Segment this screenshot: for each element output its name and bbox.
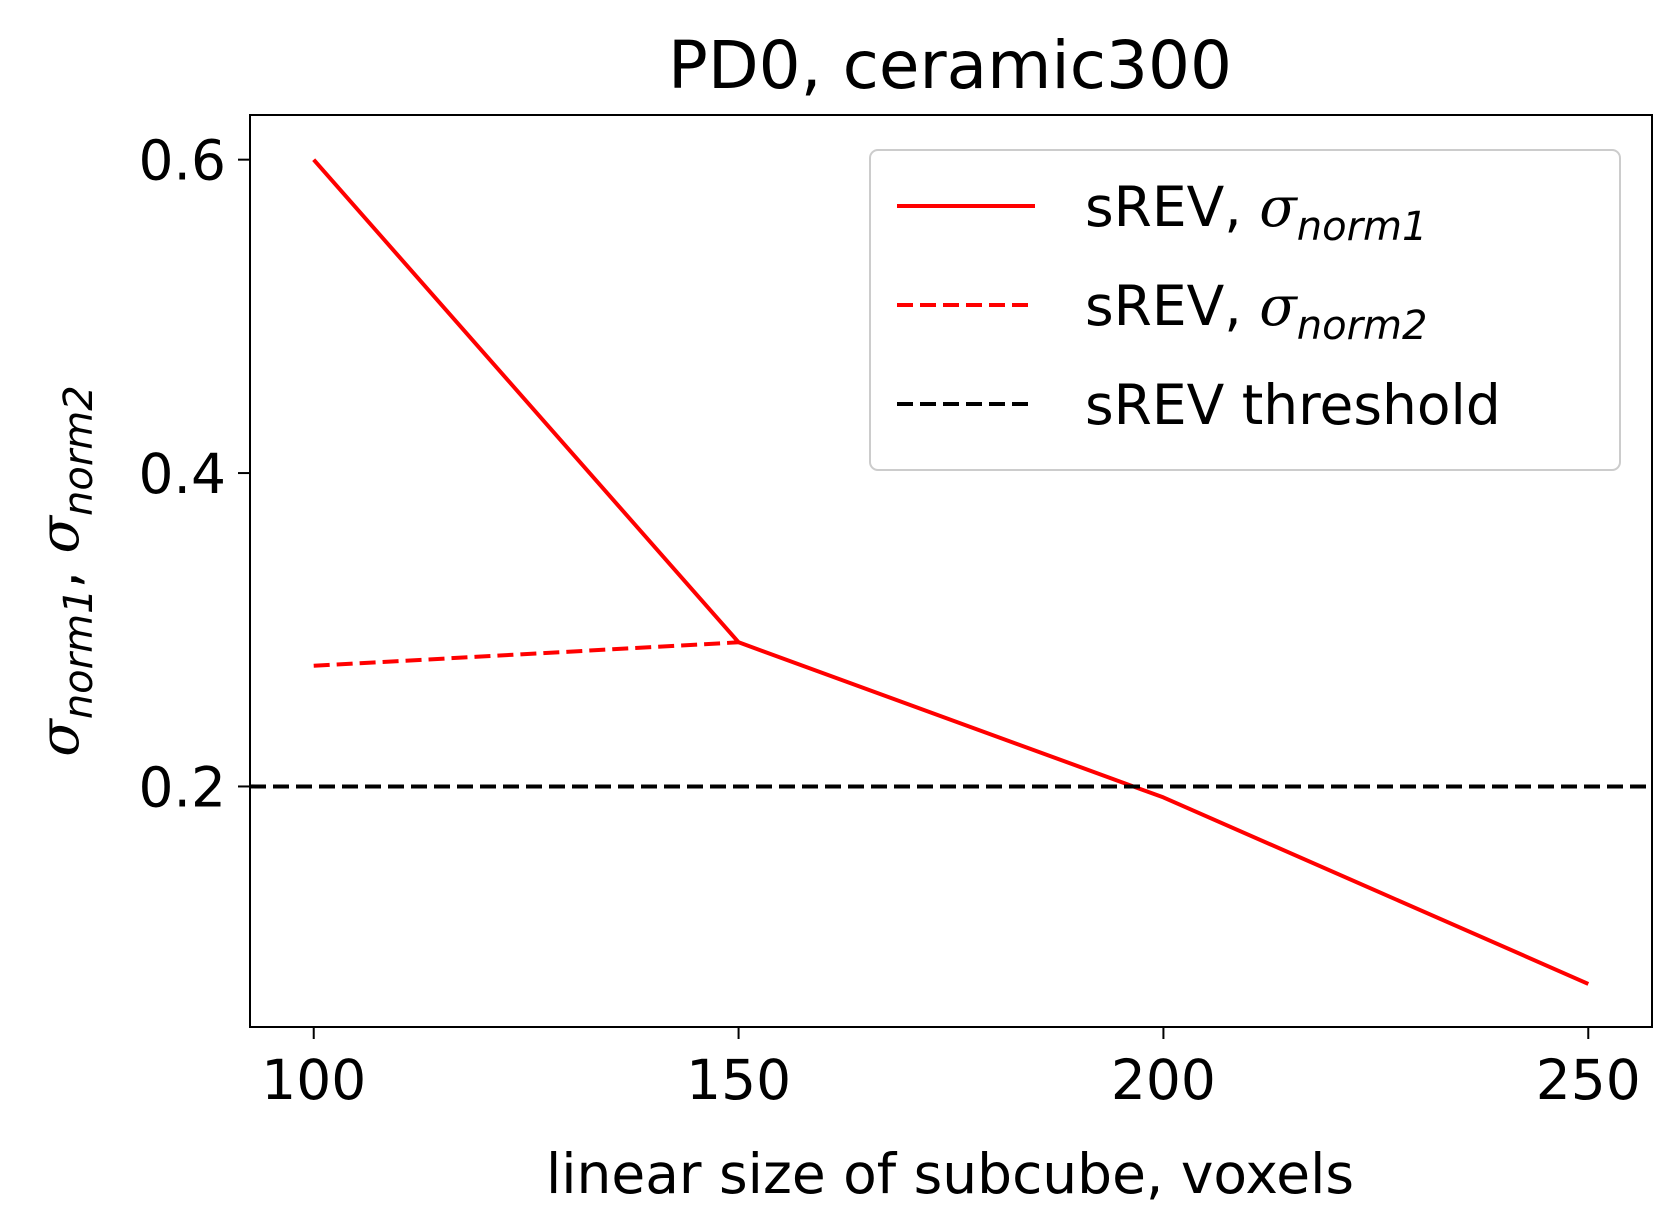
legend-entry-series-2: sREV, σnorm2 [897, 274, 1427, 349]
svg-text:σnorm1, σnorm2: σnorm1, σnorm2 [27, 385, 102, 756]
legend-box [869, 149, 1621, 471]
series-line-2 [313, 640, 739, 668]
y-tick-label: 0.4 [139, 442, 226, 506]
y-axis: 0.2 0.4 0.6 [139, 129, 250, 819]
legend-subscript-series-2: norm2 [1297, 303, 1428, 349]
legend: sREV, σnorm1 sREV, σnorm2 sREV threshold [869, 149, 1621, 471]
chart-title: PD0, ceramic300 [668, 27, 1232, 104]
legend-symbol-series-2: σ [1259, 274, 1298, 338]
y-tick-label: 0.6 [139, 129, 226, 193]
x-tick-label: 100 [261, 1048, 366, 1112]
x-tick-label: 150 [686, 1048, 791, 1112]
y-axis-label-separator: , [27, 554, 91, 589]
x-axis: 100 150 200 250 [261, 1027, 1641, 1112]
plot-frame [249, 114, 1653, 1028]
y-axis-label-symbol-2: σ [27, 515, 91, 554]
svg-text:sREV, σnorm2: sREV, σnorm2 [1085, 274, 1427, 349]
x-tick-label: 200 [1111, 1048, 1216, 1112]
plot-lines [250, 158, 1652, 986]
legend-label-series-2: sREV, [1085, 274, 1259, 338]
legend-label-threshold: sREV threshold [1085, 373, 1501, 437]
y-axis-label-subscript-1: norm1 [56, 588, 102, 719]
legend-subscript-series-1: norm1 [1297, 204, 1428, 250]
legend-entry-series-1: sREV, σnorm1 [897, 175, 1427, 250]
legend-symbol-series-1: σ [1259, 175, 1298, 239]
legend-label-series-1: sREV, [1085, 175, 1259, 239]
svg-text:sREV threshold: sREV threshold [1085, 373, 1501, 437]
y-tick-label: 0.2 [139, 755, 226, 819]
x-axis-label: linear size of subcube, voxels [546, 1142, 1354, 1206]
y-axis-label-subscript-2: norm2 [56, 385, 102, 516]
y-axis-label-symbol-1: σ [27, 718, 91, 757]
series-line-1 [312, 158, 1590, 986]
y-axis-label: σnorm1, σnorm2 [27, 385, 102, 756]
x-tick-label: 250 [1536, 1048, 1641, 1112]
svg-text:sREV, σnorm1: sREV, σnorm1 [1085, 175, 1427, 250]
legend-entry-threshold: sREV threshold [897, 373, 1501, 437]
